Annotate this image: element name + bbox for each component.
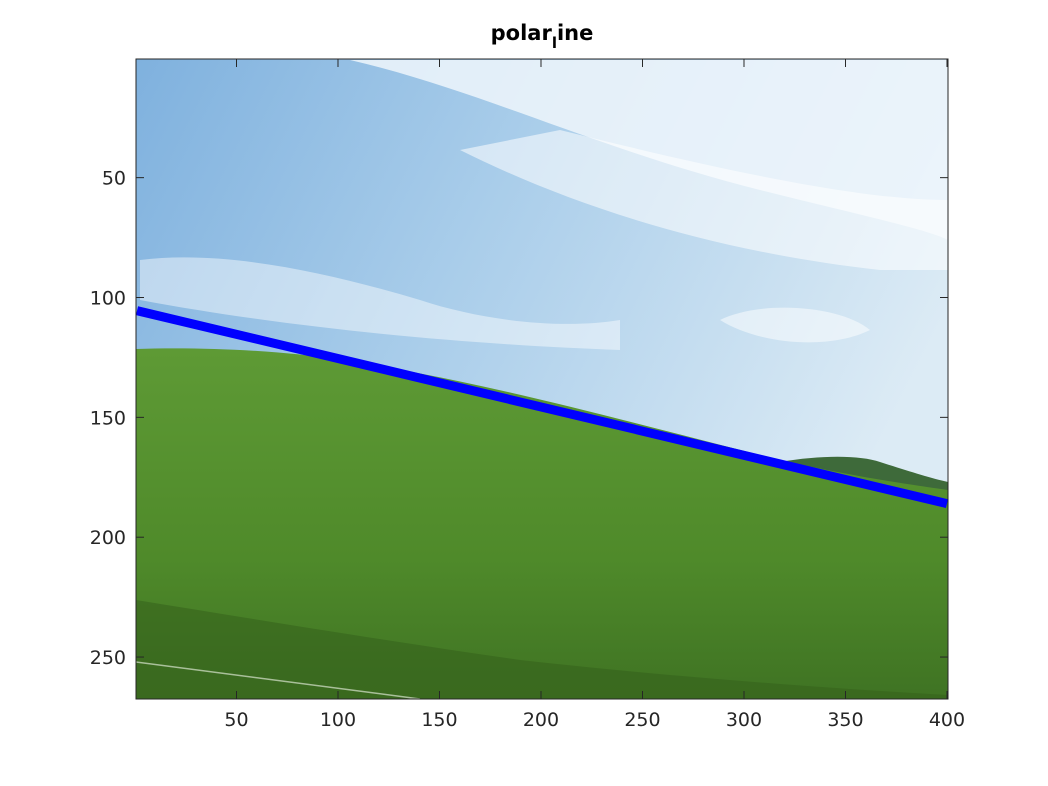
y-axis: 50 100 150 200 250 <box>90 168 948 669</box>
x-tick-label: 250 <box>624 709 660 731</box>
chart-title: polarline <box>491 21 594 52</box>
grass-hill <box>136 348 948 699</box>
x-tick-label: 400 <box>929 709 965 731</box>
series-line-0 <box>136 306 948 509</box>
title-subscript: l <box>552 34 557 52</box>
y-tick-label: 250 <box>90 647 126 669</box>
x-tick-label: 350 <box>827 709 863 731</box>
background-image <box>136 59 948 699</box>
y-tick-label: 150 <box>90 407 126 429</box>
cloud-left <box>140 257 620 350</box>
cloud-mid <box>460 130 948 270</box>
x-tick-label: 50 <box>224 709 248 731</box>
title-main: polar <box>491 21 553 45</box>
fence-wire <box>136 661 421 699</box>
series-layer <box>136 306 948 509</box>
cloud-small <box>720 307 870 343</box>
x-tick-label: 200 <box>523 709 559 731</box>
title-suffix: ine <box>557 21 593 45</box>
y-tick-label: 100 <box>90 288 126 310</box>
y-tick-label: 50 <box>102 168 126 190</box>
y-tick-label: 200 <box>90 527 126 549</box>
axes-box <box>135 58 949 700</box>
x-tick-label: 300 <box>726 709 762 731</box>
x-axis: 50 100 150 200 250 300 350 400 <box>224 59 965 731</box>
x-tick-label: 100 <box>320 709 356 731</box>
x-tick-label: 150 <box>421 709 457 731</box>
grass-shadow <box>136 600 948 699</box>
